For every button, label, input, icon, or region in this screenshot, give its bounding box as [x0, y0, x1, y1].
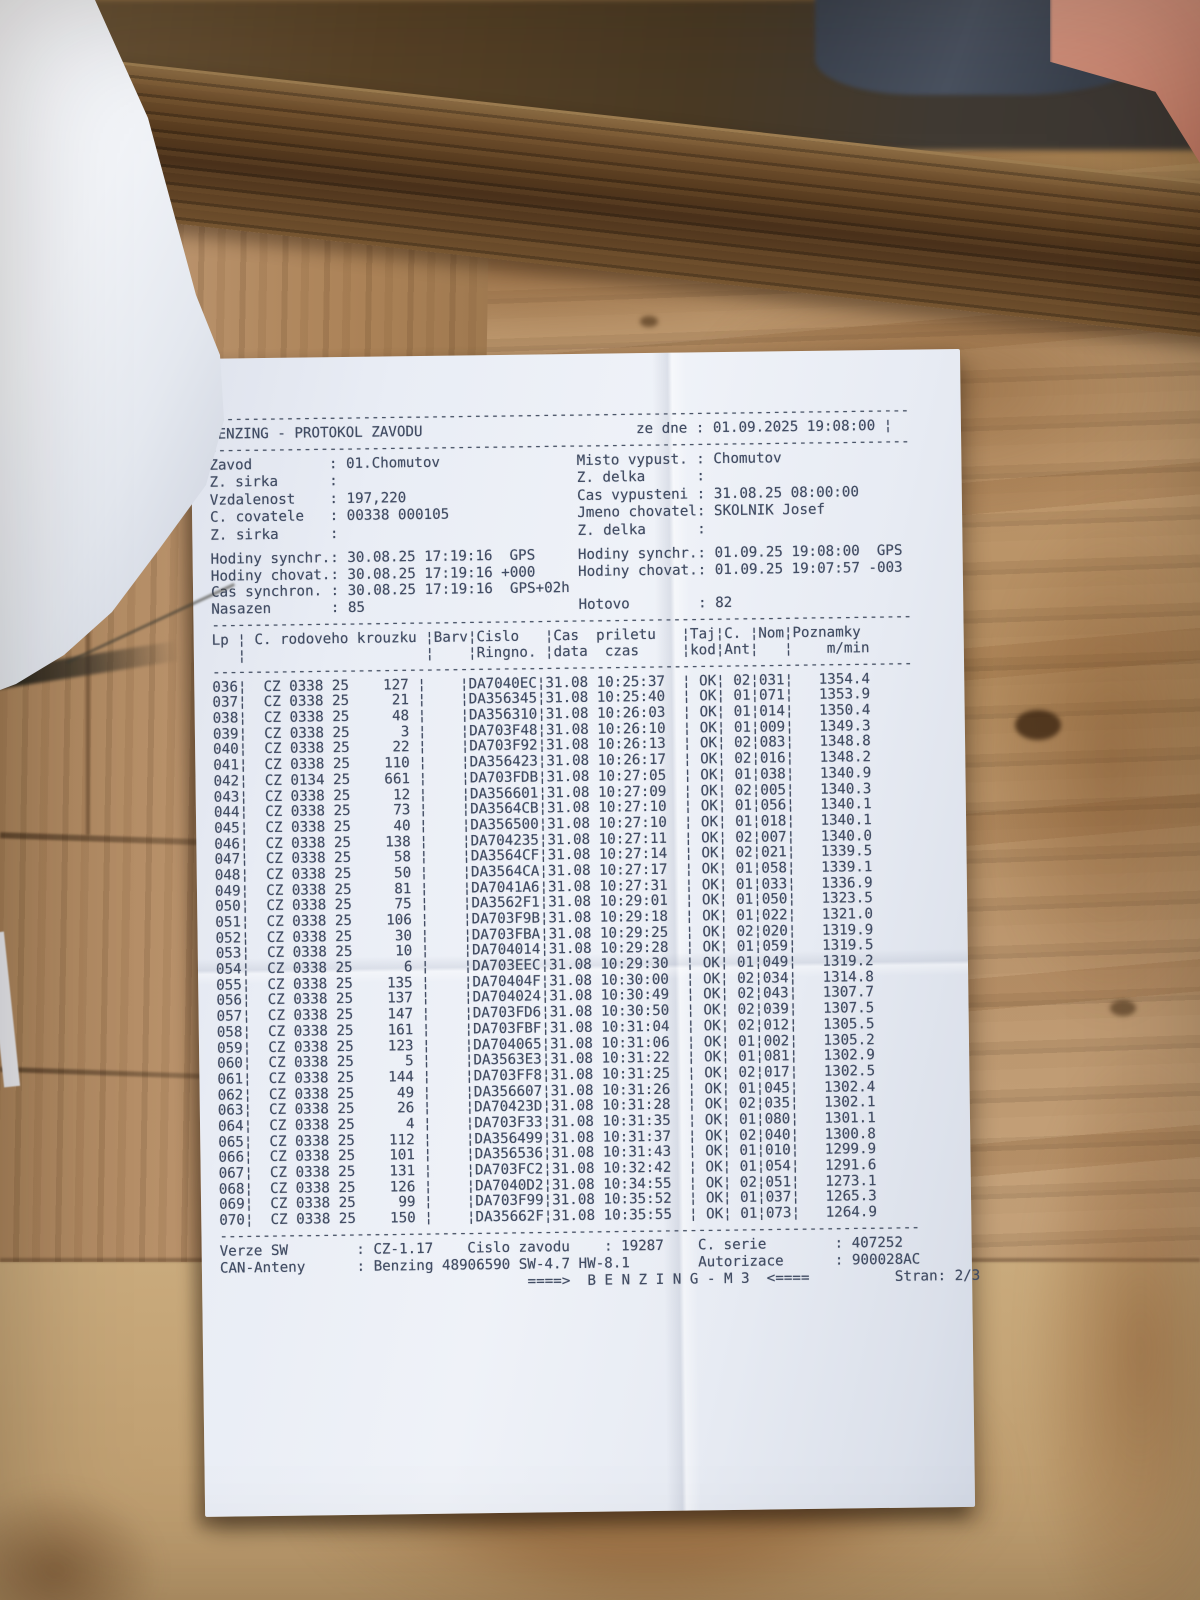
document-text: ----------------------------------------… [190, 349, 981, 1517]
wood-knot [640, 316, 658, 327]
wood-knot [1110, 1000, 1136, 1016]
wood-stain [990, 500, 1200, 1020]
wood-knot [1015, 710, 1061, 740]
document-sheet: ----------------------------------------… [190, 348, 981, 1517]
